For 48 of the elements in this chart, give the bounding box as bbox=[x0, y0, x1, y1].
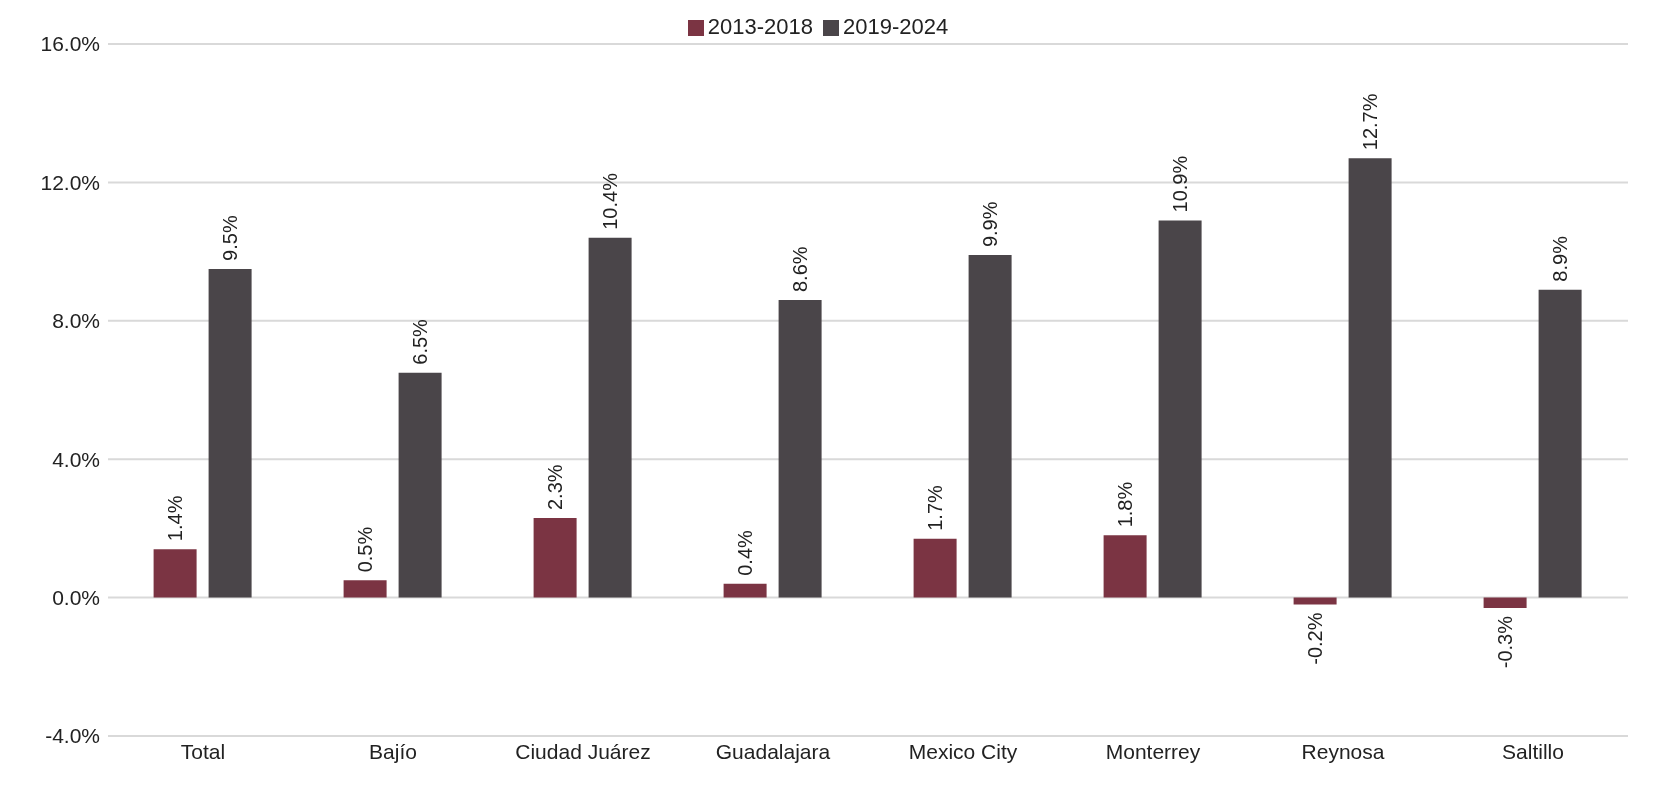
bar bbox=[1538, 289, 1582, 598]
bar bbox=[1483, 597, 1527, 608]
x-tick-label: Bajío bbox=[369, 739, 417, 763]
bar bbox=[398, 372, 442, 598]
x-tick-label: Mexico City bbox=[908, 739, 1018, 763]
bar bbox=[208, 268, 252, 598]
data-label: 8.6% bbox=[789, 246, 812, 293]
data-label: 1.8% bbox=[1114, 481, 1137, 528]
data-label: 9.9% bbox=[979, 201, 1002, 248]
x-tick-label: Reynosa bbox=[1301, 739, 1385, 763]
data-label: -0.2% bbox=[1304, 612, 1327, 665]
bar bbox=[1103, 535, 1147, 598]
bar bbox=[778, 300, 822, 598]
bar bbox=[723, 583, 767, 598]
data-label: 10.4% bbox=[599, 172, 622, 230]
y-tick-label: -4.0% bbox=[45, 724, 100, 748]
x-tick-label: Monterrey bbox=[1105, 739, 1201, 763]
bar bbox=[588, 237, 632, 598]
x-tick-label: Total bbox=[180, 739, 226, 763]
bar bbox=[153, 549, 197, 598]
bar bbox=[533, 518, 577, 598]
y-tick-label: 8.0% bbox=[52, 309, 100, 333]
data-label: 10.9% bbox=[1169, 155, 1192, 213]
legend-label: 2019-2024 bbox=[843, 14, 949, 39]
data-label: -0.3% bbox=[1494, 615, 1517, 669]
data-label: 1.4% bbox=[164, 495, 187, 542]
bar bbox=[343, 580, 387, 598]
data-label: 0.4% bbox=[734, 529, 757, 576]
data-label: 9.5% bbox=[219, 215, 242, 261]
bar bbox=[1293, 597, 1337, 605]
y-tick-label: 0.0% bbox=[52, 586, 100, 610]
x-tick-label: Ciudad Juárez bbox=[515, 739, 651, 763]
legend-label: 2013-2018 bbox=[707, 14, 813, 39]
data-label: 0.5% bbox=[354, 526, 377, 573]
x-tick-label: Guadalajara bbox=[715, 739, 831, 763]
bar bbox=[968, 255, 1012, 598]
y-tick-label: 4.0% bbox=[52, 447, 100, 471]
data-label: 1.7% bbox=[924, 484, 947, 531]
bar bbox=[1348, 158, 1392, 598]
bar bbox=[1158, 220, 1202, 598]
data-label: 2.3% bbox=[544, 464, 567, 511]
data-label: 6.5% bbox=[409, 318, 432, 365]
x-tick-label: Saltillo bbox=[1502, 739, 1564, 763]
y-tick-label: 16.0% bbox=[40, 32, 100, 56]
bar bbox=[913, 538, 957, 598]
data-label: 12.7% bbox=[1359, 93, 1382, 151]
y-tick-label: 12.0% bbox=[40, 170, 100, 194]
data-label: 8.9% bbox=[1549, 235, 1572, 282]
